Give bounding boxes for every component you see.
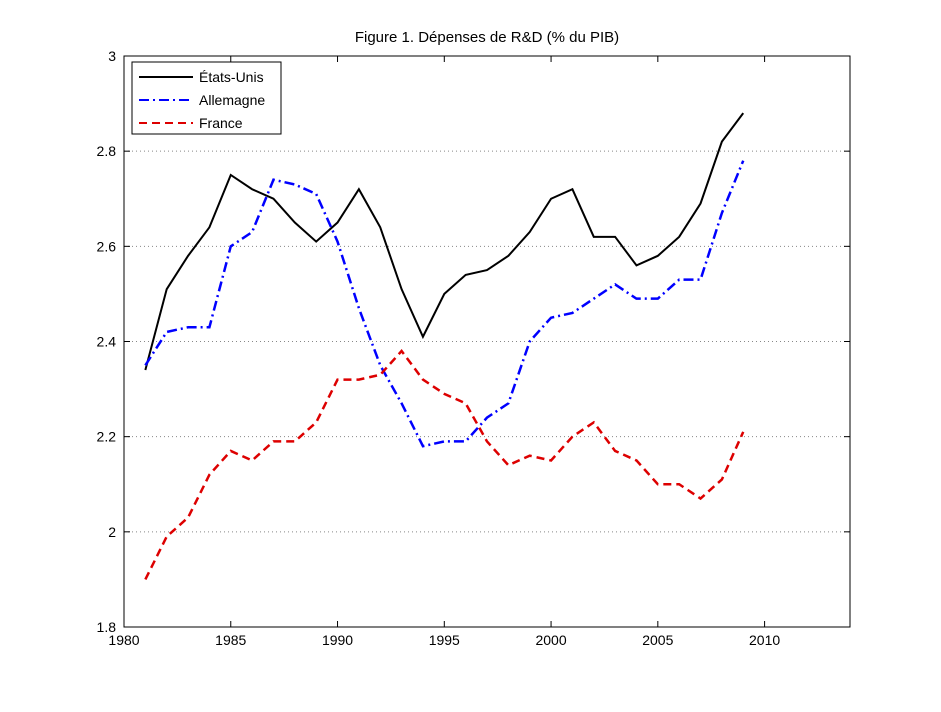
legend-label: Allemagne [199, 92, 265, 108]
y-tick-label: 2.4 [97, 334, 117, 350]
legend-label: États-Unis [199, 69, 264, 85]
series-line-2 [145, 351, 743, 579]
x-tick-label: 1995 [429, 632, 460, 648]
x-tick-label: 1990 [322, 632, 353, 648]
series-line-1 [145, 161, 743, 447]
x-tick-label: 2005 [642, 632, 673, 648]
y-tick-label: 2.2 [97, 429, 117, 445]
x-tick-label: 1985 [215, 632, 246, 648]
y-tick-label: 2.6 [97, 238, 117, 254]
y-tick-label: 2.8 [97, 143, 117, 159]
chart-title: Figure 1. Dépenses de R&D (% du PIB) [355, 29, 619, 46]
legend-label: France [199, 115, 243, 131]
legend: États-Unis Allemagne France [132, 62, 281, 134]
x-tick-label: 2000 [535, 632, 566, 648]
x-tick-label: 1980 [108, 632, 139, 648]
y-tick-label: 3 [108, 48, 116, 64]
y-tick-label: 2 [108, 524, 116, 540]
x-tick-label: 2010 [749, 632, 780, 648]
